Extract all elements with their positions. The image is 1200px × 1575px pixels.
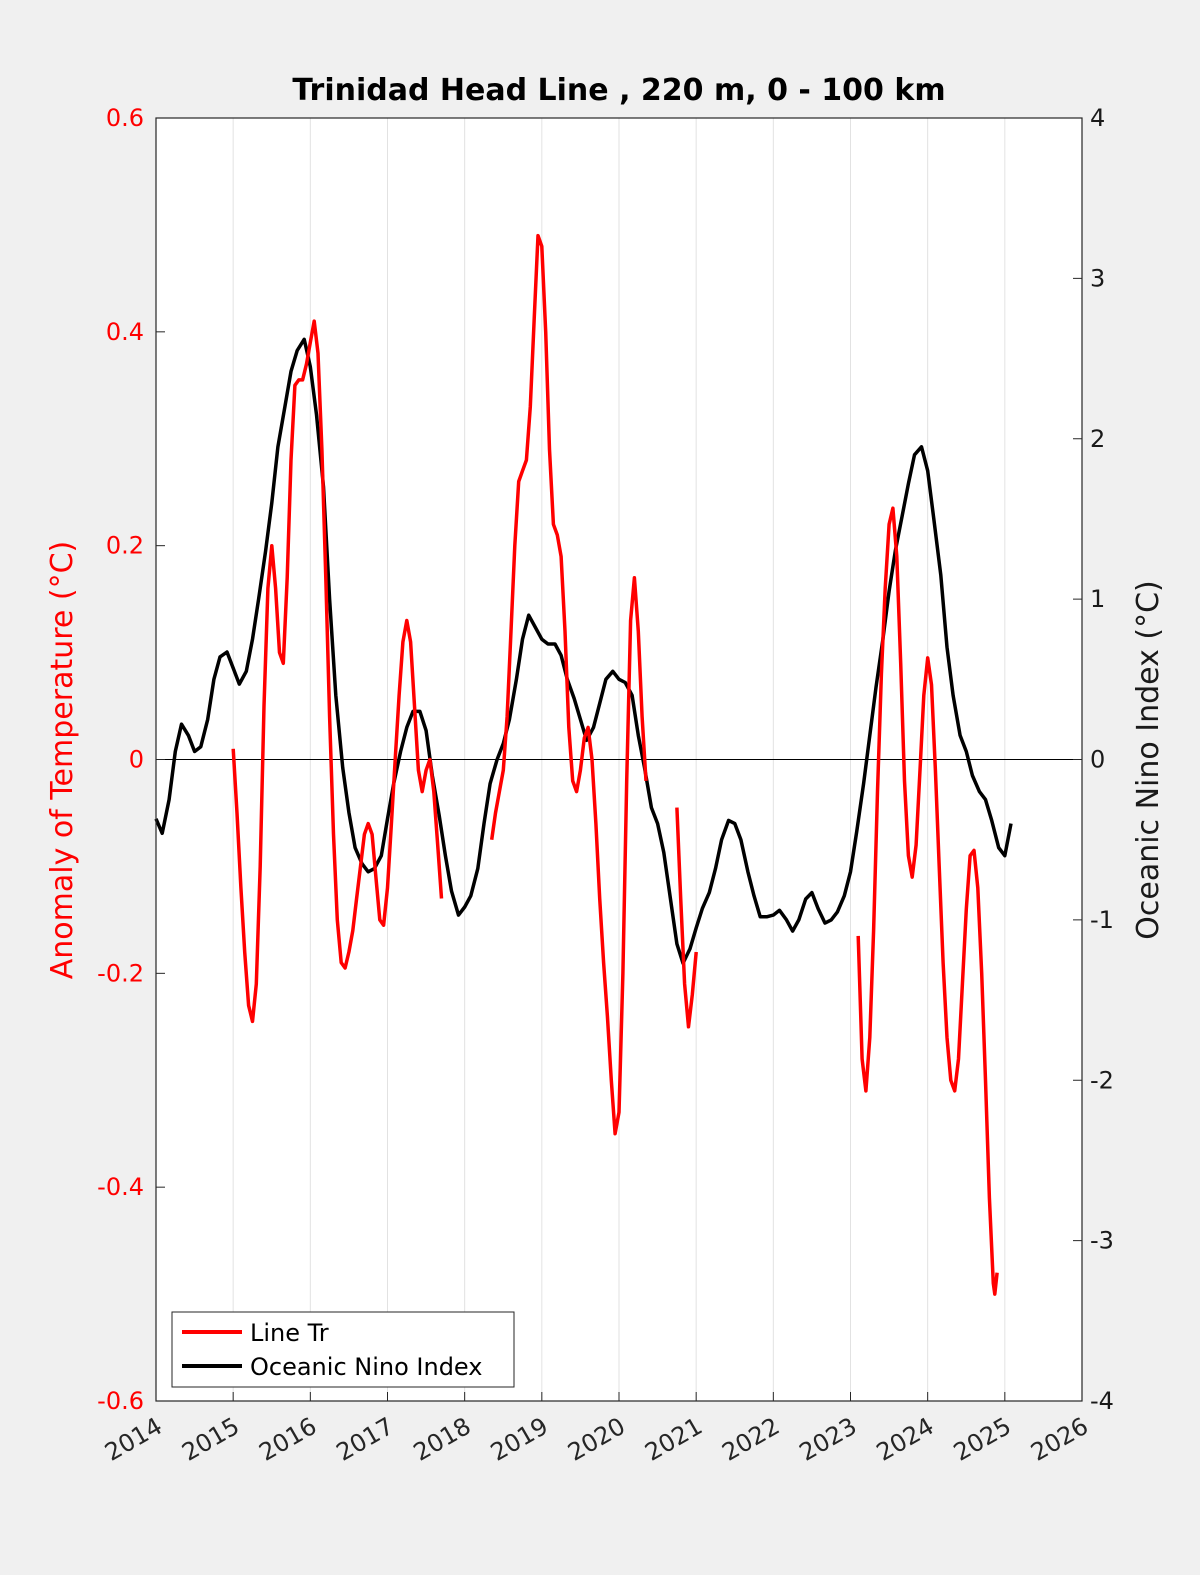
right-tick-label-0: 0 [1090,746,1105,774]
left-tick-label-0.6: 0.6 [106,104,144,132]
series-line-tr-segment-2 [489,233,648,1136]
left-tick-label-0.4: 0.4 [106,318,144,346]
x-tick-label-2023: 2023 [795,1412,862,1467]
right-tick-label--3: -3 [1090,1227,1114,1255]
series-oceanic-nino-index [154,337,1013,965]
legend: Line Tr Oceanic Nino Index [171,1311,515,1388]
x-tick-label-2020: 2020 [563,1412,630,1467]
x-axis: 2014 2015 2016 2017 2018 2019 2020 2021 2022 2023… [100,1392,1093,1467]
right-tick-label-2: 2 [1090,425,1105,453]
chart-title: Trinidad Head Line , 220 m, 0 - 100 km [292,73,945,108]
x-tick-label-2021: 2021 [640,1412,707,1467]
legend-box [171,1311,515,1388]
legend-label-oni: Oceanic Nino Index [250,1353,482,1381]
left-tick-label-0: 0 [129,746,144,774]
right-tick-label-3: 3 [1090,264,1105,292]
series-line-tr-segment-4 [856,506,999,1296]
left-tick-label--0.6: -0.6 [97,1387,144,1415]
x-tick-label-2016: 2016 [254,1412,321,1467]
x-tick-label-2025: 2025 [949,1412,1016,1467]
series-line-tr-segment-3 [675,807,698,1029]
right-tick-label--2: -2 [1090,1066,1114,1094]
x-tick-label-2017: 2017 [332,1412,399,1467]
x-tick-label-2026: 2026 [1026,1412,1093,1467]
x-tick-label-2024: 2024 [872,1412,939,1467]
legend-label-line-tr: Line Tr [250,1319,329,1347]
x-tick-label-2022: 2022 [717,1412,784,1467]
series-layer [154,233,1013,1296]
right-tick-label--1: -1 [1090,906,1114,934]
left-tick-label--0.2: -0.2 [97,959,144,987]
x-tick-label-2018: 2018 [409,1412,476,1467]
right-axis: -4 -3 -2 -1 0 1 2 3 4 [1073,104,1114,1415]
series-line-tr-segment-1 [231,319,444,1024]
left-tick-label--0.4: -0.4 [97,1173,144,1201]
y-axis-right-label: Oceanic Nino Index (°C) [1131,580,1166,940]
y-axis-left-label: Anomaly of Temperature (°C) [45,541,80,980]
right-tick-label-1: 1 [1090,585,1105,613]
left-axis: -0.6 -0.4 -0.2 0 0.2 0.4 0.6 [97,104,165,1415]
left-tick-label-0.2: 0.2 [106,532,144,560]
x-tick-label-2019: 2019 [486,1412,553,1467]
x-tick-label-2014: 2014 [100,1412,167,1467]
x-tick-label-2015: 2015 [177,1412,244,1467]
right-tick-label--4: -4 [1090,1387,1114,1415]
right-tick-label-4: 4 [1090,104,1105,132]
